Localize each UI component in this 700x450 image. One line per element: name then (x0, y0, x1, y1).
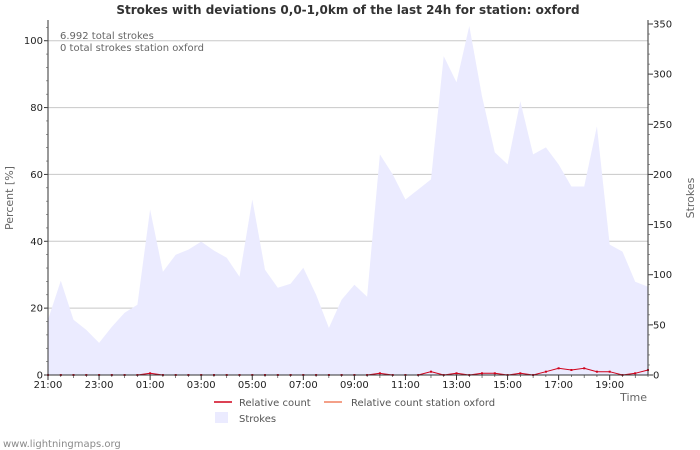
legend-strokes: Strokes (239, 414, 276, 425)
x-tick-label: 15:00 (493, 380, 522, 391)
right-axis-ticks: 0 50 100 150 200 250 300 350 (648, 20, 672, 382)
relative-count-point (608, 370, 611, 373)
relative-count-point (570, 369, 573, 371)
relative-count-point (481, 372, 483, 375)
right-tick-label: 350 (653, 20, 672, 31)
relative-count-point (430, 370, 432, 373)
left-tick-label: 100 (24, 36, 43, 47)
x-tick-label: 03:00 (187, 380, 216, 391)
right-tick-label: 100 (653, 270, 672, 281)
right-tick-label: 200 (653, 170, 672, 181)
strokes-area (48, 26, 648, 375)
x-tick-label: 13:00 (442, 380, 471, 391)
footer-watermark: www.lightningmaps.org (3, 439, 121, 450)
left-tick-label: 80 (30, 103, 43, 114)
relative-count-point (378, 372, 381, 375)
left-tick-label: 60 (30, 170, 43, 181)
y-axis-right-label: Strokes (684, 177, 697, 218)
legend-relative-count-station: Relative count station oxford (351, 398, 495, 409)
x-tick-label: 07:00 (289, 380, 318, 391)
left-tick-label: 20 (30, 304, 43, 315)
legend: Relative count Relative count station ox… (214, 398, 495, 425)
right-tick-label: 150 (653, 220, 672, 231)
x-tick-label: 23:00 (85, 380, 114, 391)
x-axis-ticks: 21:00 23:00 01:00 03:00 05:00 07:00 09:00 11:00… (34, 375, 649, 391)
relative-count-point (544, 370, 547, 373)
total-strokes-annotation: 6.992 total strokes (60, 31, 154, 42)
x-tick-label: 09:00 (340, 380, 369, 391)
station-strokes-annotation: 0 total strokes station oxford (60, 43, 204, 54)
x-axis-label: Time (619, 391, 647, 404)
x-tick-label: 21:00 (34, 380, 63, 391)
x-tick-label: 17:00 (544, 380, 573, 391)
right-tick-label: 50 (653, 320, 666, 331)
relative-count-point (493, 372, 496, 375)
left-axis-ticks: 0 20 40 60 80 100 (24, 27, 48, 382)
left-tick-label: 40 (30, 237, 43, 248)
x-tick-label: 19:00 (595, 380, 624, 391)
relative-count-point (595, 370, 598, 373)
x-tick-label: 01:00 (136, 380, 165, 391)
x-tick-label: 05:00 (238, 380, 267, 391)
axes (47, 20, 649, 376)
relative-count-point (634, 372, 637, 375)
relative-count-point (519, 372, 522, 375)
right-tick-label: 300 (653, 70, 672, 81)
right-tick-label: 250 (653, 120, 672, 131)
legend-relative-count: Relative count (239, 398, 311, 409)
relative-count-point (149, 372, 152, 375)
chart-title: Strokes with deviations 0,0-1,0km of the… (116, 3, 579, 17)
right-tick-label: 0 (653, 371, 659, 382)
y-axis-left-label: Percent [%] (3, 166, 16, 230)
relative-count-point (557, 367, 560, 370)
left-tick-label: 0 (37, 371, 43, 382)
relative-count-point (455, 372, 458, 375)
legend-strokes-swatch (215, 412, 228, 423)
relative-count-point (583, 367, 586, 370)
x-tick-label: 11:00 (391, 380, 420, 391)
